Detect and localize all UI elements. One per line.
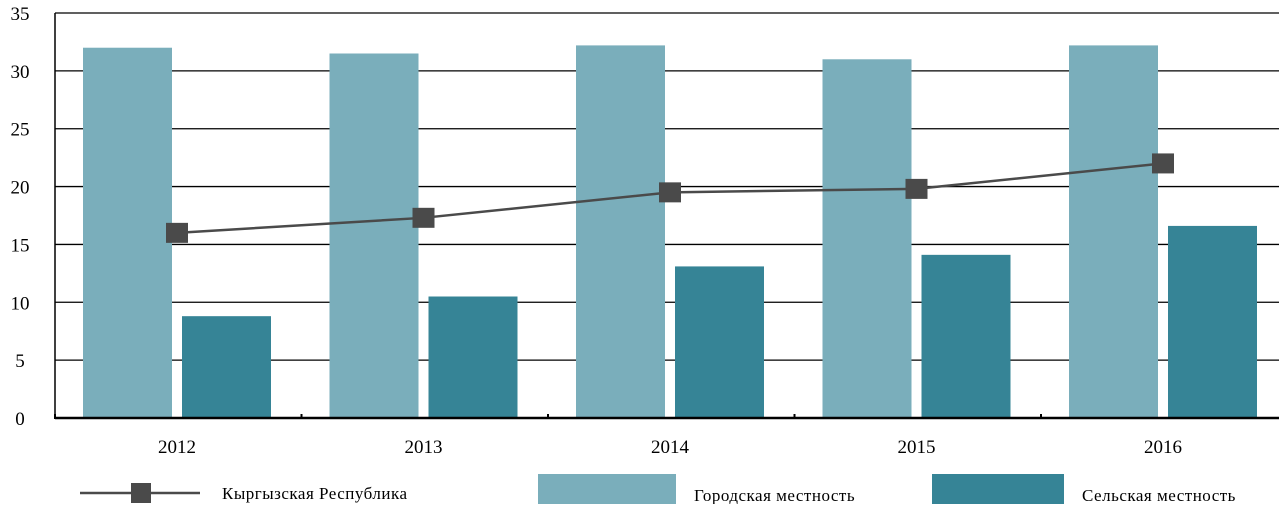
y-tick-label: 10 bbox=[11, 293, 30, 314]
y-tick-label: 35 bbox=[11, 4, 30, 25]
y-tick-label: 25 bbox=[11, 120, 30, 141]
bar bbox=[1168, 225, 1257, 418]
bar bbox=[822, 59, 912, 419]
x-tick-label: 2014 bbox=[651, 437, 690, 458]
y-tick-label: 0 bbox=[15, 409, 25, 430]
line-point bbox=[412, 207, 435, 228]
line-point bbox=[659, 182, 681, 203]
bar bbox=[182, 316, 271, 418]
x-tick-label: 2013 bbox=[405, 437, 443, 458]
line-series bbox=[166, 153, 1174, 243]
legend-swatch bbox=[538, 474, 676, 504]
x-tick-label: 2015 bbox=[898, 437, 936, 458]
bar bbox=[1069, 45, 1158, 419]
bar bbox=[675, 266, 764, 418]
legend: Кыргызская Республика Городская местность… bbox=[80, 474, 1236, 505]
x-axis-ticks: 2012 2013 2014 2015 2016 bbox=[158, 437, 1182, 458]
y-tick-label: 5 bbox=[15, 351, 25, 372]
bars bbox=[83, 45, 1257, 419]
legend-label: Городская местность bbox=[694, 486, 855, 504]
legend-label: Сельская местность bbox=[1082, 486, 1236, 504]
grid-lines bbox=[55, 12, 1279, 361]
x-tick-label: 2016 bbox=[1144, 437, 1182, 458]
bar bbox=[83, 47, 172, 418]
x-tick-label: 2012 bbox=[158, 437, 196, 458]
y-tick-label: 15 bbox=[11, 235, 30, 256]
bar bbox=[329, 53, 419, 418]
y-tick-label: 20 bbox=[11, 178, 30, 199]
legend-label: Кыргызская Республика bbox=[222, 484, 408, 503]
line-point bbox=[166, 222, 188, 243]
bar bbox=[576, 45, 665, 419]
line-point bbox=[1152, 153, 1174, 174]
legend-line-marker bbox=[131, 483, 151, 503]
legend-swatch bbox=[932, 474, 1064, 504]
line-point bbox=[905, 178, 928, 199]
bar bbox=[921, 254, 1011, 418]
y-axis-ticks: 0 5 10 15 20 25 30 35 bbox=[11, 4, 30, 430]
axes bbox=[54, 13, 1279, 420]
bar bbox=[428, 296, 518, 418]
y-tick-label: 30 bbox=[11, 62, 30, 83]
